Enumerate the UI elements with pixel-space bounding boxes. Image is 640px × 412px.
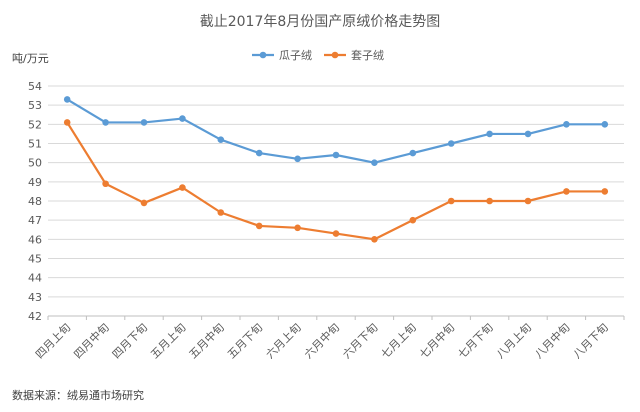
x-tick-label: 五月中旬 [187,321,227,361]
data-point [102,180,109,188]
data-point [332,230,340,237]
legend-marker [331,51,339,59]
y-tick-label: 52 [28,118,42,131]
data-point [563,121,570,128]
data-point [563,188,570,195]
data-point [255,222,263,230]
data-point [409,216,417,224]
y-tick-label: 51 [28,138,42,151]
x-tick-label: 八月上旬 [494,321,534,361]
x-tick-label: 八月下旬 [571,321,611,361]
y-tick-label: 49 [28,176,42,189]
x-axis-ticks: 四月上旬四月中旬四月下旬五月上旬五月中旬五月下旬六月上旬六月中旬六月下旬七月上旬… [33,316,625,361]
x-tick-label: 六月下旬 [340,321,380,361]
x-tick-label: 六月中旬 [302,321,342,361]
x-tick-label: 七月上旬 [379,321,419,361]
data-source-note: 数据来源：绒易通市场研究 [12,388,144,402]
y-tick-label: 42 [28,310,42,323]
y-tick-label: 50 [28,157,42,170]
data-point [409,149,417,157]
data-point [371,159,378,166]
legend: 瓜子绒 套子绒 [252,49,384,62]
data-point [294,224,301,232]
data-point [179,184,186,191]
legend-label: 套子绒 [351,49,384,62]
y-tick-label: 45 [28,253,42,266]
x-tick-label: 五月下旬 [225,321,265,361]
x-tick-label: 五月上旬 [148,321,188,361]
chart-title: 截止2017年8月份国产原绒价格走势图 [200,14,441,30]
data-point [102,119,109,126]
data-point [332,151,340,159]
data-point [63,119,71,126]
gridlines [48,85,624,317]
data-point [255,149,263,157]
y-tick-label: 43 [28,291,42,304]
data-point [371,236,378,243]
data-point [601,188,609,195]
legend-marker [259,51,267,59]
series-1 [63,96,609,166]
x-tick-label: 四月下旬 [110,321,150,361]
series-line [66,121,605,241]
y-tick-label: 48 [28,195,42,208]
data-point [486,197,493,205]
y-axis-ticks: 42 43 44 45 46 47 48 49 50 51 52 53 54 [28,80,42,323]
data-point [217,209,225,216]
data-point [140,119,148,126]
legend-label: 瓜子绒 [279,49,312,62]
data-point [63,96,71,103]
data-point [447,140,455,147]
data-point [524,130,532,138]
data-point [486,130,493,138]
y-tick-label: 44 [28,272,42,285]
y-tick-label: 47 [28,214,42,227]
data-point [294,155,301,163]
data-point [601,121,609,128]
y-tick-label: 54 [28,80,42,93]
series-2 [63,119,609,243]
y-axis-unit-label: 吨/万元 [12,52,49,65]
x-tick-label: 四月上旬 [33,321,73,361]
series-layer [63,96,609,243]
y-tick-label: 46 [28,233,42,246]
data-point [179,115,186,122]
data-point [140,199,148,207]
data-point [217,136,225,143]
data-point [524,197,532,205]
x-tick-label: 四月中旬 [71,321,111,361]
x-tick-label: 六月上旬 [263,321,303,361]
x-tick-label: 八月中旬 [532,321,572,361]
y-tick-label: 53 [28,99,42,112]
x-tick-label: 七月中旬 [417,321,457,361]
data-point [447,197,455,205]
x-tick-label: 七月下旬 [455,321,495,361]
